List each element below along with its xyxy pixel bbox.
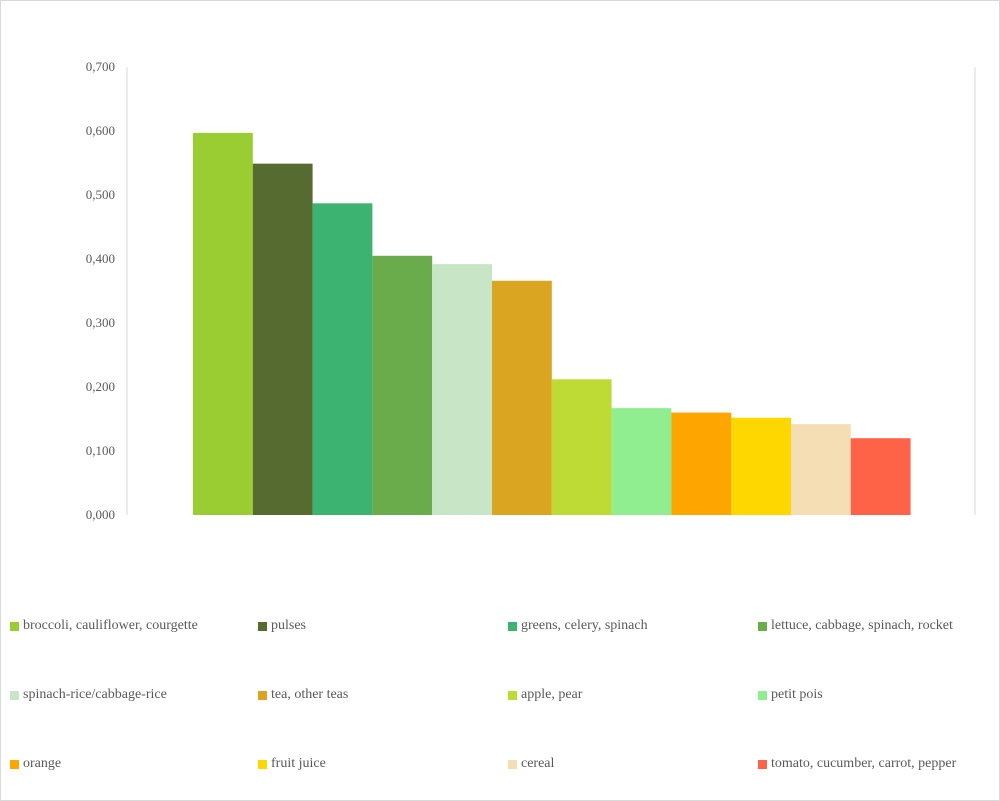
bar [731,417,791,515]
y-axis: 0,000 0,100 0,200 0,300 0,400 0,500 0,600 0,700 [86,59,976,522]
bar [611,408,672,515]
bar [492,280,552,515]
y-tick-label: 0,000 [86,507,115,522]
bars [193,132,911,516]
bar [432,264,492,515]
y-tick-label: 0,400 [86,251,115,266]
y-tick-label: 0,700 [86,59,115,74]
y-tick-label: 0,500 [86,187,115,202]
bar [791,424,851,515]
bar [372,255,433,516]
bar [671,412,732,515]
bar [252,163,313,515]
bar [551,379,612,515]
bar [312,203,373,515]
bar [193,132,253,516]
y-tick-label: 0,200 [86,379,115,394]
y-tick-label: 0,600 [86,123,115,138]
y-tick-label: 0,100 [86,443,115,458]
bar [850,438,911,515]
y-tick-label: 0,300 [86,315,115,330]
